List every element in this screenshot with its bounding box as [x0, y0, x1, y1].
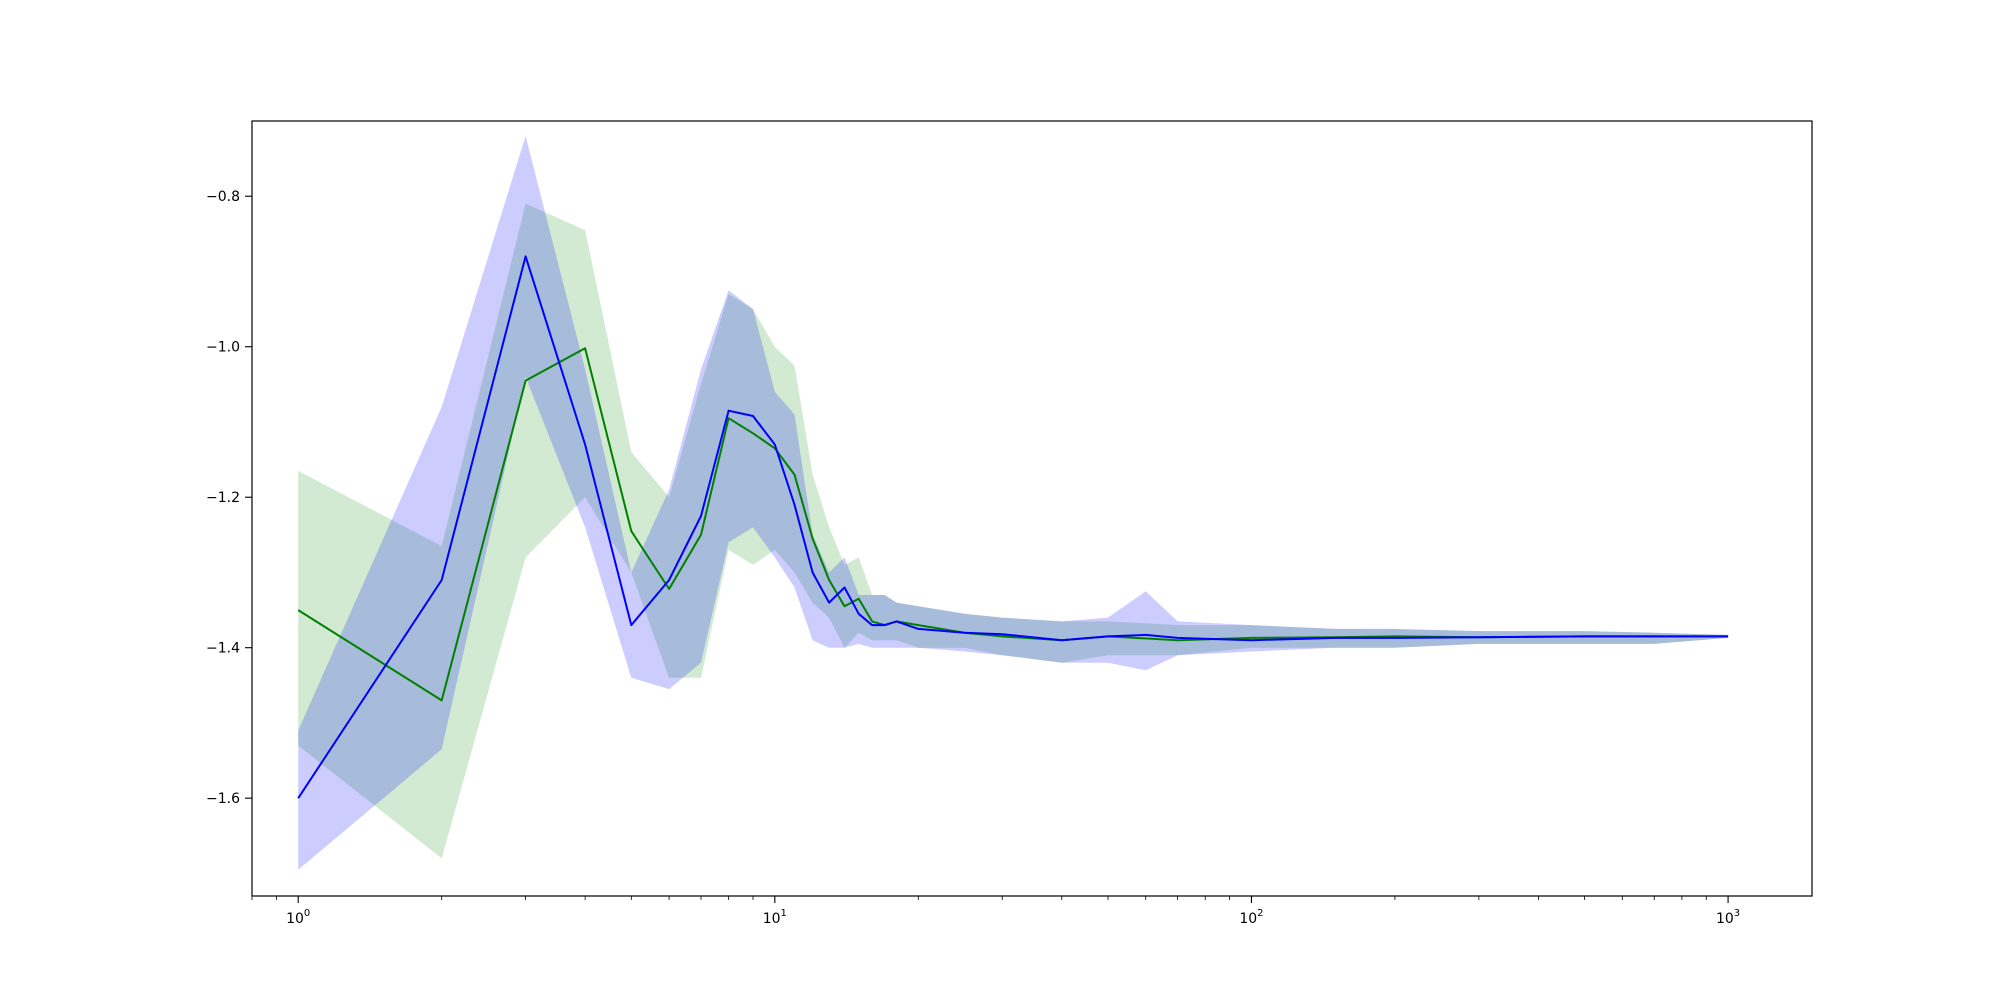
series-lines: [297, 255, 1729, 799]
y-tick-label: −1.6: [206, 791, 240, 807]
y-axis: −1.6 −1.4 −1.2 −1.0 −0.8: [206, 189, 252, 807]
x-tick-label: 103: [1716, 908, 1740, 927]
y-tick-label: −1.0: [206, 340, 240, 356]
plot-frame: [251, 120, 1813, 897]
confidence-bands: [298, 136, 1729, 870]
x-tick-label: 102: [1239, 908, 1263, 927]
y-tick-label: −1.4: [206, 641, 240, 657]
series-2-line: [297, 255, 1729, 799]
y-tick-label: −0.8: [206, 189, 240, 205]
x-tick-label: 101: [763, 908, 787, 927]
series-2-band: [298, 136, 1729, 870]
x-tick-label: 100: [286, 908, 310, 927]
x-axis: 100 101 102 103: [251, 896, 1740, 927]
series-1-band: [298, 203, 1729, 859]
y-tick-label: −1.2: [206, 490, 240, 506]
